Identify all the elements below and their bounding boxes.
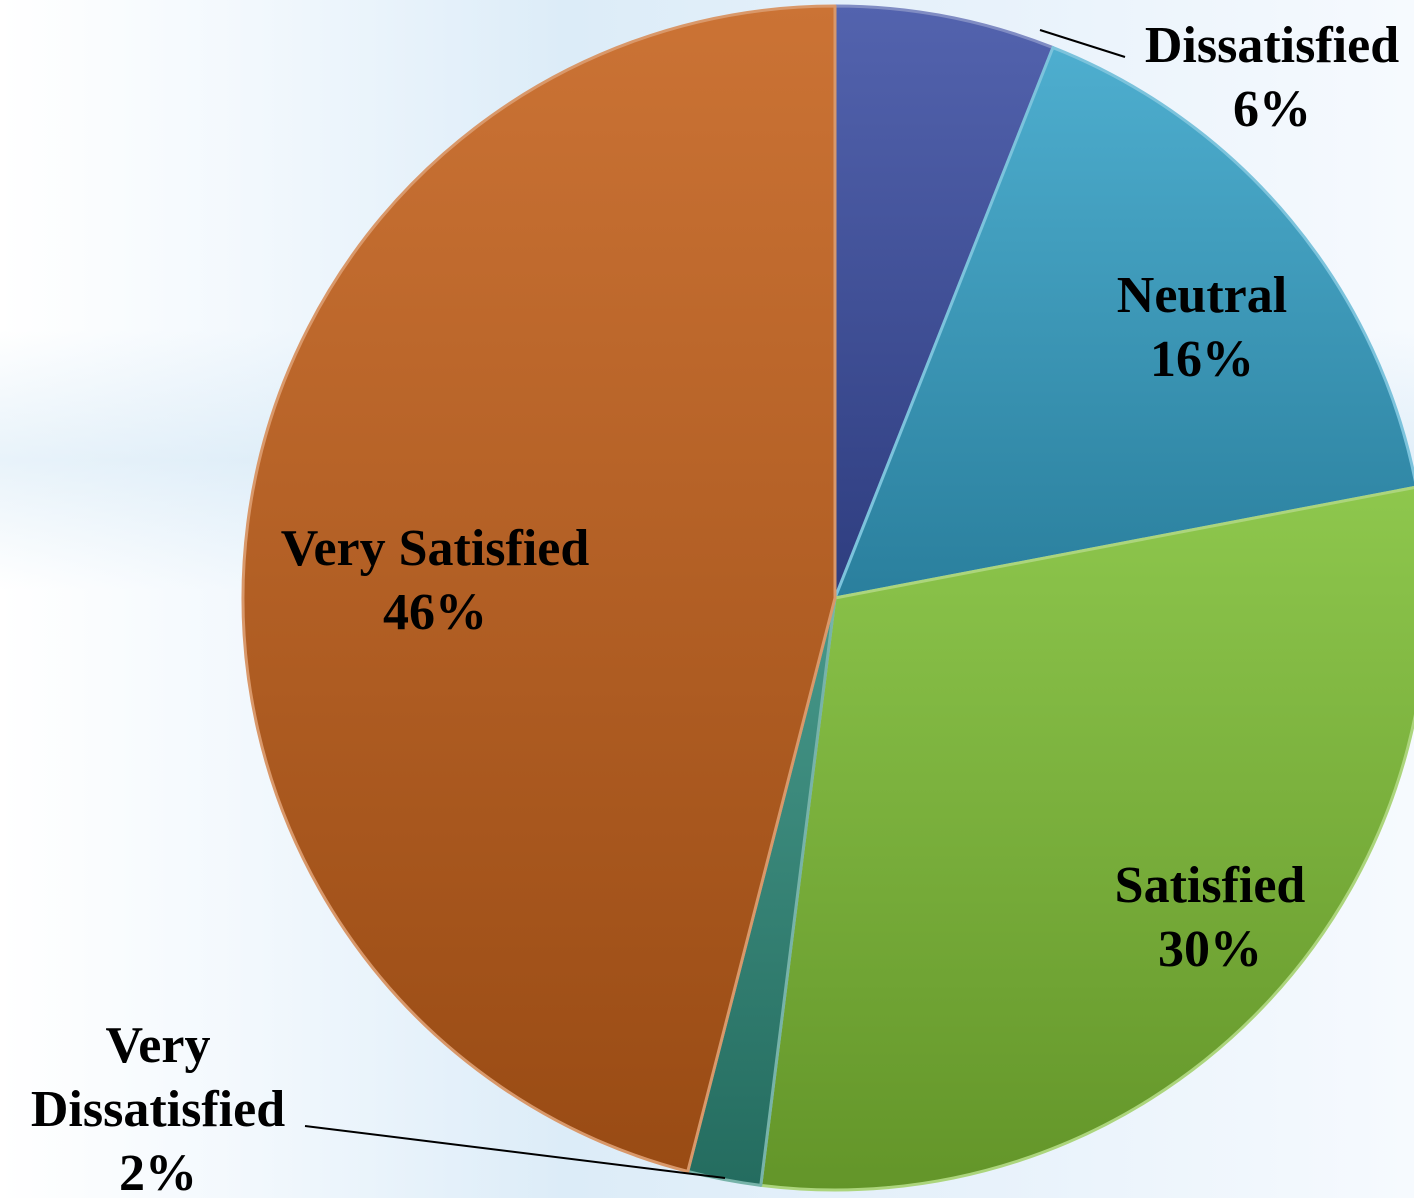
pie-slice-satisfied xyxy=(759,486,1414,1192)
data-label-value: 6% xyxy=(1233,81,1311,138)
data-label-neutral: Neutral 16% xyxy=(1117,267,1287,388)
data-label-category: Neutral xyxy=(1117,267,1287,324)
leader-line-dissatisfied xyxy=(1039,29,1126,58)
data-label-value: 2% xyxy=(119,1145,197,1198)
pie-slice-very-satisfied xyxy=(241,4,837,1173)
data-label-category: Dissatisfied xyxy=(1145,17,1399,74)
data-label-satisfied: Satisfied 30% xyxy=(1115,857,1306,978)
data-label-very-dissatisfied: Very Dissatisfied 2% xyxy=(31,1017,285,1198)
leader-lines xyxy=(304,29,1126,1179)
leader-line-very-dissatisfied xyxy=(304,1125,726,1179)
data-label-category: Very xyxy=(106,1017,211,1074)
pie-slice-neutral xyxy=(833,46,1414,600)
pie-slice-dissatisfied xyxy=(833,4,1055,600)
data-label-dissatisfied: Dissatisfied 6% xyxy=(1145,17,1399,138)
data-label-category: Very Satisfied xyxy=(281,520,590,577)
data-label-category: Satisfied xyxy=(1115,857,1306,914)
data-label-value: 46% xyxy=(383,584,487,641)
pie-slices xyxy=(241,4,1414,1192)
data-label-value: 30% xyxy=(1158,921,1262,978)
data-label-very-satisfied: Very Satisfied 46% xyxy=(281,520,590,641)
data-label-category: Dissatisfied xyxy=(31,1081,285,1138)
data-label-value: 16% xyxy=(1150,331,1254,388)
data-labels: Dissatisfied 6% Neutral 16% Satisfied 30% Very… xyxy=(31,17,1399,1198)
